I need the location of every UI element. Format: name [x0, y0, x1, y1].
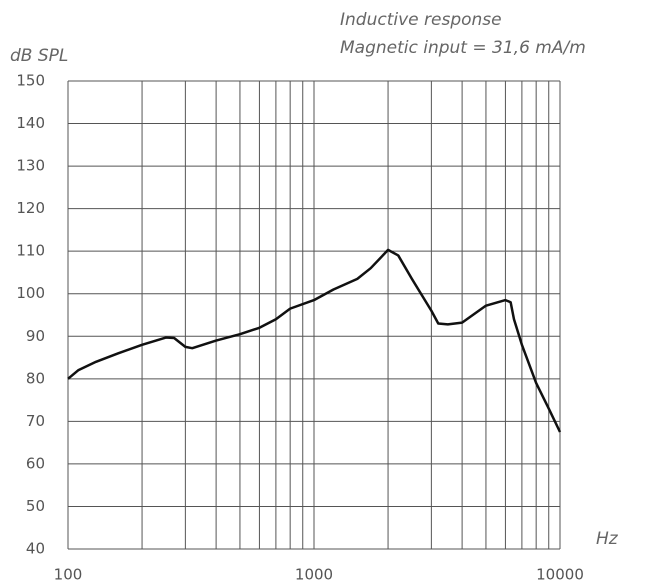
y-axis-label: dB SPL	[10, 46, 68, 66]
chart-subtitle: Magnetic input = 31,6 mA/m	[340, 38, 586, 58]
x-tick-label: 1000	[295, 566, 333, 584]
y-tick-label: 120	[16, 199, 45, 217]
chart-title: Inductive response	[340, 10, 502, 30]
x-tick-label: 10000	[536, 566, 584, 584]
y-tick-label: 130	[16, 157, 45, 175]
y-tick-label: 50	[26, 497, 45, 515]
data-line	[67, 248, 562, 433]
y-tick-label: 150	[16, 72, 45, 90]
x-tick-label: 100	[54, 566, 83, 584]
y-tick-label: 140	[16, 114, 45, 132]
y-tick-label: 40	[26, 540, 45, 558]
y-tick-label: 90	[26, 327, 45, 345]
y-tick-label: 80	[26, 369, 45, 387]
y-tick-label: 60	[26, 454, 45, 472]
x-axis-label: Hz	[596, 529, 619, 549]
y-tick-label: 110	[16, 242, 45, 260]
y-tick-label: 100	[16, 284, 45, 302]
y-tick-label: 70	[26, 412, 45, 430]
